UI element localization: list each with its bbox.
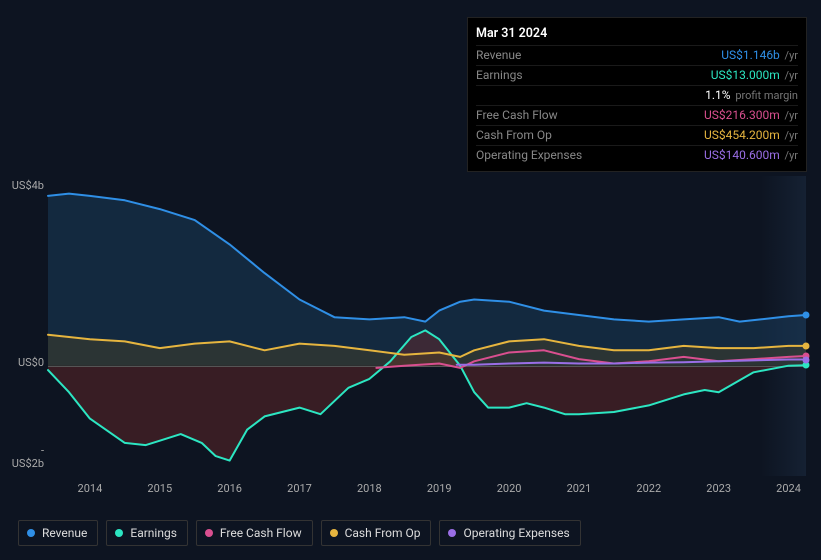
legend-item-earnings[interactable]: Earnings bbox=[106, 520, 188, 546]
legend-dot-icon bbox=[27, 529, 35, 537]
legend-dot-icon bbox=[115, 529, 123, 537]
series-end-marker bbox=[803, 356, 810, 363]
tooltip-row: Revenue US$1.146b /yr bbox=[476, 45, 798, 65]
tooltip-metric-value: US$13.000m /yr bbox=[711, 67, 798, 84]
series-line-cash-from-op bbox=[48, 335, 806, 357]
tooltip-row: 1.1% profit margin bbox=[476, 85, 798, 105]
legend-label: Revenue bbox=[42, 526, 87, 540]
x-axis-label: 2019 bbox=[427, 482, 452, 495]
x-axis-label: 2015 bbox=[147, 482, 172, 495]
tooltip-metric-value: US$454.200m /yr bbox=[704, 127, 798, 144]
y-axis-label: US$0 bbox=[18, 356, 44, 369]
legend-label: Earnings bbox=[130, 526, 177, 540]
legend-item-free-cash-flow[interactable]: Free Cash Flow bbox=[196, 520, 313, 546]
legend-dot-icon bbox=[330, 529, 338, 537]
tooltip-metric-label: Revenue bbox=[476, 47, 521, 64]
legend-label: Cash From Op bbox=[345, 526, 421, 540]
legend-item-cash-from-op[interactable]: Cash From Op bbox=[321, 520, 432, 546]
financials-chart[interactable]: US$4bUS$0-US$2b 201420152016201720182019… bbox=[16, 158, 806, 498]
y-axis-label: -US$2b bbox=[12, 444, 44, 470]
series-line-operating-expenses bbox=[457, 360, 806, 365]
y-axis-label: US$4b bbox=[12, 179, 44, 192]
x-axis-label: 2024 bbox=[776, 482, 801, 495]
series-line-revenue bbox=[48, 194, 806, 322]
legend-label: Free Cash Flow bbox=[220, 526, 302, 540]
legend-label: Operating Expenses bbox=[463, 526, 569, 540]
x-axis-label: 2017 bbox=[287, 482, 312, 495]
legend-item-revenue[interactable]: Revenue bbox=[18, 520, 98, 546]
tooltip-metric-value: 1.1% profit margin bbox=[705, 87, 798, 104]
series-end-marker bbox=[803, 342, 810, 349]
tooltip-metric-label: Cash From Op bbox=[476, 127, 552, 144]
x-axis-label: 2018 bbox=[357, 482, 382, 495]
legend-dot-icon bbox=[205, 529, 213, 537]
x-axis-label: 2016 bbox=[217, 482, 242, 495]
legend-item-operating-expenses[interactable]: Operating Expenses bbox=[439, 520, 580, 546]
data-tooltip: Mar 31 2024 RevenueUS$1.146b /yrEarnings… bbox=[467, 17, 807, 172]
x-axis-label: 2023 bbox=[706, 482, 731, 495]
x-axis-label: 2014 bbox=[78, 482, 103, 495]
x-axis-label: 2020 bbox=[497, 482, 522, 495]
x-axis-label: 2022 bbox=[636, 482, 661, 495]
tooltip-metric-label: Earnings bbox=[476, 67, 523, 84]
chart-plot-area[interactable] bbox=[48, 176, 806, 476]
legend-dot-icon bbox=[448, 529, 456, 537]
chart-legend: Revenue Earnings Free Cash Flow Cash From O… bbox=[18, 520, 581, 546]
x-axis-label: 2021 bbox=[567, 482, 592, 495]
tooltip-metric-label: Free Cash Flow bbox=[476, 107, 558, 124]
tooltip-metric-value: US$1.146b /yr bbox=[721, 47, 798, 64]
tooltip-date: Mar 31 2024 bbox=[476, 24, 798, 45]
tooltip-row: Free Cash Flow US$216.300m /yr bbox=[476, 105, 798, 125]
series-line-earnings bbox=[48, 330, 806, 460]
tooltip-row: Earnings US$13.000m /yr bbox=[476, 65, 798, 85]
series-end-marker bbox=[803, 311, 810, 318]
tooltip-metric-value: US$216.300m /yr bbox=[704, 107, 798, 124]
tooltip-row: Cash From Op US$454.200m /yr bbox=[476, 125, 798, 145]
